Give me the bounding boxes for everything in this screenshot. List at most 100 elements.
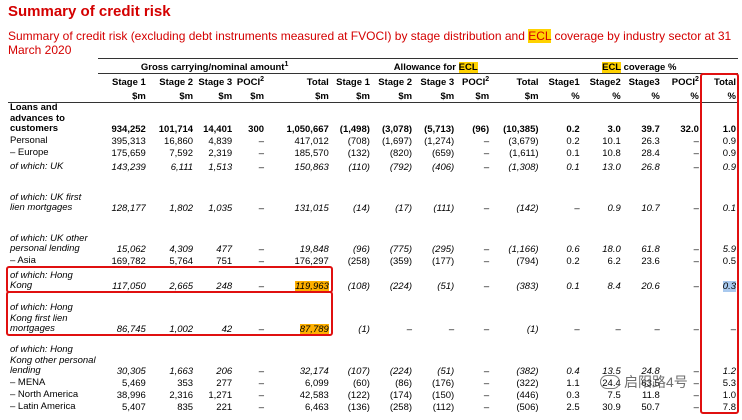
table-cell: (1,611) [509, 147, 539, 159]
table-row: Personal 395,313 16,860 4,839 – 417,012 (708) (… [8, 135, 738, 147]
table-cell: 169,782 [111, 255, 146, 267]
table-cell: – [615, 323, 621, 335]
table-cell: – [258, 147, 265, 159]
table-cell: 30.9 [602, 401, 621, 413]
column-header-row: Stage 1 Stage 2 Stage 3 POCI2 Total Stage 1 St… [8, 74, 738, 88]
group-header-row: Gross carrying/nominal amount1 Allowance… [8, 58, 738, 74]
table-cell: 248 [216, 280, 233, 292]
table-cell: 2.5 [566, 401, 580, 413]
unit-header: $m [147, 88, 196, 103]
table-cell: 395,313 [111, 135, 146, 147]
table-cell: – [258, 389, 265, 401]
table-cell: 6,463 [305, 401, 329, 413]
table-cell: 61.8 [641, 243, 660, 255]
table-cell: 934,252 [111, 123, 146, 135]
table-cell: (110) [348, 161, 370, 173]
table-cell: – [258, 323, 265, 335]
table-cell: – [574, 323, 580, 335]
table-cell: (506) [516, 401, 539, 413]
table-cell: (96) [472, 123, 490, 135]
page-title: Summary of credit risk [8, 3, 171, 20]
table-cell: 300 [248, 123, 265, 135]
table-cell: 4,309 [169, 243, 194, 255]
table-cell: 1.0 [722, 123, 736, 135]
table-cell: – [448, 323, 455, 335]
table-cell: 835 [177, 401, 194, 413]
table-cell: – [693, 389, 699, 401]
table-cell: – [483, 243, 490, 255]
table-cell: – [693, 135, 699, 147]
column-header: Stage2 [589, 77, 621, 88]
table-cell: (136) [347, 401, 370, 413]
table-cell: – [258, 255, 265, 267]
column-header: POCI2 [462, 75, 490, 88]
table-cell: (406) [432, 161, 455, 173]
unit-header: $m [456, 88, 492, 103]
table-cell: 0.5 [722, 255, 736, 267]
column-header: Total [306, 77, 329, 88]
table-cell: 63.5 [641, 377, 660, 389]
table-cell: 50.7 [641, 401, 660, 413]
table-cell: 42,583 [299, 389, 329, 401]
table-cell: (1,166) [508, 243, 539, 255]
table-row: Loans and advances to customers 934,252 10… [8, 102, 738, 135]
column-header: Stage 3 [198, 77, 233, 88]
table-cell: (5,713) [424, 123, 455, 135]
unit-header: $m [491, 88, 541, 103]
table-cell: (258) [347, 255, 370, 267]
unit-header: % [581, 88, 623, 103]
unit-header: $m [98, 88, 148, 103]
table-row: – North America 38,996 2,316 1,271 – 42,583 (1… [8, 389, 738, 401]
table-cell: 20.6 [641, 280, 660, 292]
group-header-allowance: Allowance for ECL [330, 58, 541, 74]
table-cell: (224) [389, 280, 413, 292]
table-cell: – [258, 377, 265, 389]
group-header-coverage: ECL coverage % [540, 58, 738, 74]
table-cell: – [693, 365, 699, 377]
table-cell: 24.8 [641, 365, 660, 377]
table-cell: 23.6 [641, 255, 660, 267]
table-cell: 42 [221, 323, 233, 335]
table-cell: (112) [432, 401, 455, 413]
row-label: of which: Hong Kong other personal lendi… [10, 344, 96, 376]
unit-header: % [661, 88, 701, 103]
table-cell: 14,401 [203, 123, 233, 135]
table-cell: 18.0 [602, 243, 621, 255]
table-cell: 6,099 [305, 377, 329, 389]
table-cell: – [483, 401, 490, 413]
table-cell: – [654, 323, 660, 335]
table-cell: 0.9 [607, 202, 621, 214]
row-label: – Asia [10, 255, 36, 266]
table-cell: (792) [389, 161, 413, 173]
table-cell: – [258, 365, 265, 377]
table-cell: 185,570 [294, 147, 329, 159]
table-cell: – [483, 255, 490, 267]
table-cell: (10,385) [503, 123, 539, 135]
table-cell: 6,111 [170, 161, 194, 173]
table-cell: (359) [389, 255, 413, 267]
table-cell: (794) [516, 255, 539, 267]
column-header: Stage 2 [378, 77, 413, 88]
table-cell: (258) [389, 401, 413, 413]
table-cell: – [574, 202, 580, 214]
table-cell: 26.8 [641, 161, 660, 173]
table-cell: 0.2 [566, 255, 580, 267]
table-cell: 1.2 [722, 365, 736, 377]
column-header: Stage1 [548, 77, 580, 88]
table-cell: 7.5 [607, 389, 621, 401]
table-cell: – [483, 280, 490, 292]
table-cell: (86) [395, 377, 413, 389]
column-header: POCI2 [671, 75, 699, 88]
row-label: Personal [10, 135, 48, 146]
table-row: – MENA 5,469 353 277 – 6,099 (60) (86) (176) – (32… [8, 377, 738, 389]
table-cell: 1.0 [722, 389, 736, 401]
table-cell: – [693, 401, 699, 413]
table-cell: (60) [353, 377, 370, 389]
table-cell: (132) [347, 147, 370, 159]
table-cell: 0.2 [566, 123, 580, 135]
table-cell: – [483, 202, 490, 214]
table-cell: 5,764 [169, 255, 194, 267]
table-cell: (174) [389, 389, 413, 401]
table-cell: 11.8 [642, 389, 660, 401]
table-cell: (1) [526, 323, 539, 335]
